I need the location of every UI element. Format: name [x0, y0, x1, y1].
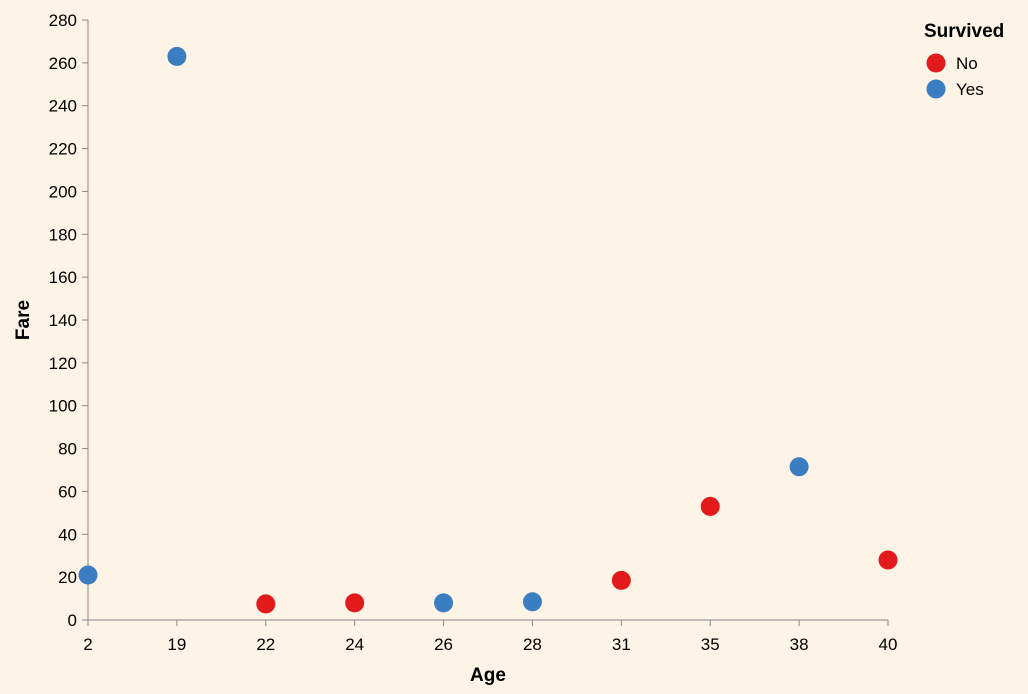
- data-points: [78, 46, 898, 614]
- y-tick-label: 240: [49, 97, 77, 116]
- data-point-yes[interactable]: [522, 592, 542, 612]
- y-tick-label: 40: [58, 525, 77, 544]
- data-point-no[interactable]: [256, 594, 276, 614]
- x-tick-label: 19: [167, 635, 186, 654]
- legend-title: Survived: [924, 21, 1004, 42]
- x-axis-title: Age: [470, 665, 506, 686]
- data-point-yes[interactable]: [78, 565, 98, 585]
- y-tick-label: 120: [49, 354, 77, 373]
- y-tick-label: 280: [49, 11, 77, 30]
- legend: Survived No Yes: [924, 21, 1004, 99]
- x-tick-label: 31: [612, 635, 631, 654]
- y-axis-title: Fare: [13, 300, 34, 340]
- y-tick-label: 180: [49, 225, 77, 244]
- x-tick-label: 22: [256, 635, 275, 654]
- x-tick-label: 2: [83, 635, 92, 654]
- y-tick-label: 260: [49, 54, 77, 73]
- y-tick-label: 60: [58, 482, 77, 501]
- x-axis-ticks: 2 19 22 24 26 28 31 35 38 40: [83, 620, 897, 654]
- y-tick-label: 160: [49, 268, 77, 287]
- data-point-yes[interactable]: [434, 593, 454, 613]
- y-tick-label: 140: [49, 311, 77, 330]
- legend-swatch-yes: [926, 79, 946, 99]
- x-tick-label: 24: [345, 635, 364, 654]
- x-tick-label: 38: [790, 635, 809, 654]
- y-tick-label: 80: [58, 440, 77, 459]
- y-tick-label: 0: [68, 611, 77, 630]
- y-tick-label: 220: [49, 140, 77, 159]
- data-point-no[interactable]: [878, 550, 898, 570]
- legend-label-no: No: [956, 54, 978, 73]
- y-axis-ticks: 0 20 40 60 80 100 120 140 160 180 200 220 240 260 280: [49, 11, 88, 630]
- x-tick-label: 40: [879, 635, 898, 654]
- data-point-yes[interactable]: [789, 457, 809, 477]
- x-tick-label: 35: [701, 635, 720, 654]
- legend-swatch-no: [926, 53, 946, 73]
- y-tick-label: 100: [49, 397, 77, 416]
- legend-label-yes: Yes: [956, 80, 984, 99]
- data-point-yes[interactable]: [167, 46, 187, 66]
- y-tick-label: 20: [58, 568, 77, 587]
- x-tick-label: 28: [523, 635, 542, 654]
- x-tick-label: 26: [434, 635, 453, 654]
- data-point-no[interactable]: [345, 593, 365, 613]
- y-tick-label: 200: [49, 182, 77, 201]
- data-point-no[interactable]: [700, 496, 720, 516]
- data-point-no[interactable]: [611, 570, 631, 590]
